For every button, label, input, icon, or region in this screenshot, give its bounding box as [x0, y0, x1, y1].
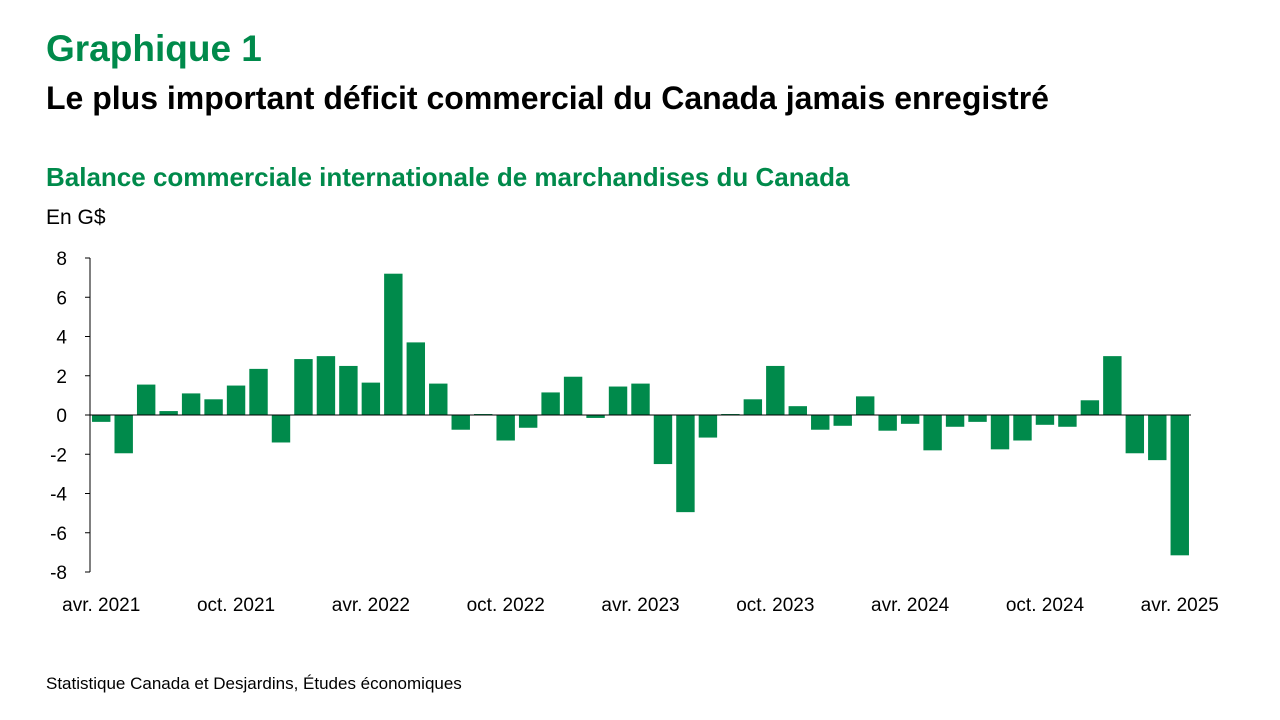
bar-ao-t-2024 — [990, 415, 1010, 450]
y-axis: 8 6 4 2 0 -2 -4 -6 -8 — [50, 249, 91, 584]
bar-sept-2024 — [1013, 415, 1032, 441]
bar-mai-2023 — [653, 415, 673, 465]
x-tick-label: oct. 2022 — [467, 595, 545, 616]
chart-title: Balance commerciale internationale de ma… — [46, 162, 850, 192]
bar-oct-2021 — [226, 385, 246, 415]
bar-nov-2024 — [1058, 415, 1077, 427]
bar-mai-2021 — [114, 415, 133, 454]
x-tick-label: avr. 2025 — [1141, 595, 1219, 616]
bar-avr-2021 — [92, 415, 111, 422]
bar-d-c-2022 — [541, 392, 560, 415]
x-tick-label: avr. 2024 — [871, 595, 950, 616]
bar-d-c-2023 — [811, 415, 830, 430]
bar-oct-2022 — [496, 415, 515, 441]
bar-avr-2025 — [1170, 415, 1189, 556]
x-tick-label: oct. 2021 — [197, 595, 275, 616]
y-axis-unit-label: En G$ — [46, 206, 106, 229]
y-tick-label: 2 — [56, 367, 67, 388]
bar-mars-2022 — [339, 365, 358, 415]
bar-avr-2024 — [900, 415, 920, 424]
bars-group — [92, 273, 1189, 556]
bar-d-c-2021 — [271, 415, 291, 443]
bar-d-c-2024 — [1080, 400, 1100, 415]
y-tick-label: 0 — [56, 406, 67, 427]
bar-nov-2023 — [788, 406, 807, 415]
bar-janv-2022 — [294, 359, 313, 415]
x-axis: avr. 2021 oct. 2021 avr. 2022 oct. 2022 avr.… — [62, 414, 1219, 616]
bar-juil-2024 — [968, 415, 987, 422]
bar-janv-2024 — [833, 415, 852, 426]
bar-sept-2023 — [743, 399, 763, 415]
bar-mars-2025 — [1148, 415, 1167, 461]
bar-mai-2024 — [923, 415, 942, 451]
bar-juin-2021 — [136, 384, 156, 415]
bar-ao-t-2021 — [181, 393, 201, 415]
bar-juin-2022 — [406, 342, 426, 415]
bar-sept-2021 — [204, 399, 223, 415]
bar-ao-t-2022 — [451, 415, 470, 430]
bar-nov-2022 — [518, 415, 538, 428]
y-tick-label: 4 — [56, 328, 67, 349]
source-note: Statistique Canada et Desjardins, Études… — [46, 674, 462, 693]
y-tick-label: 6 — [56, 288, 67, 309]
x-tick-label: oct. 2024 — [1006, 595, 1085, 616]
bar-juil-2022 — [429, 383, 448, 415]
y-tick-label: -6 — [50, 524, 67, 545]
chart-label: Graphique 1 — [46, 28, 262, 69]
bar-mars-2024 — [878, 415, 897, 431]
bar-f-vr-2025 — [1125, 415, 1145, 454]
bar-juil-2021 — [159, 411, 178, 415]
bar-f-vr-2023 — [586, 415, 605, 418]
x-tick-label: oct. 2023 — [736, 595, 814, 616]
bar-oct-2023 — [766, 365, 785, 415]
x-tick-label: avr. 2021 — [62, 595, 140, 616]
bar-juin-2023 — [676, 415, 695, 513]
y-tick-label: 8 — [56, 249, 67, 270]
y-tick-label: -8 — [50, 563, 67, 584]
bar-mars-2023 — [608, 386, 628, 415]
bar-janv-2025 — [1103, 356, 1122, 416]
bar-janv-2023 — [563, 376, 583, 415]
page-title: Le plus important déficit commercial du … — [46, 80, 1049, 116]
bar-juin-2024 — [945, 415, 965, 427]
bar-avr-2023 — [631, 383, 650, 415]
x-tick-label: avr. 2023 — [601, 595, 679, 616]
bar-juil-2023 — [698, 415, 718, 438]
x-tick-label: avr. 2022 — [332, 595, 410, 616]
bar-oct-2024 — [1035, 415, 1055, 425]
y-tick-label: -4 — [50, 485, 67, 506]
bar-mai-2022 — [384, 273, 403, 415]
bar-avr-2022 — [361, 382, 381, 415]
y-tick-label: -2 — [50, 445, 67, 466]
bar-nov-2021 — [249, 368, 268, 415]
bar-f-vr-2024 — [855, 396, 875, 415]
bar-f-vr-2022 — [316, 356, 336, 416]
